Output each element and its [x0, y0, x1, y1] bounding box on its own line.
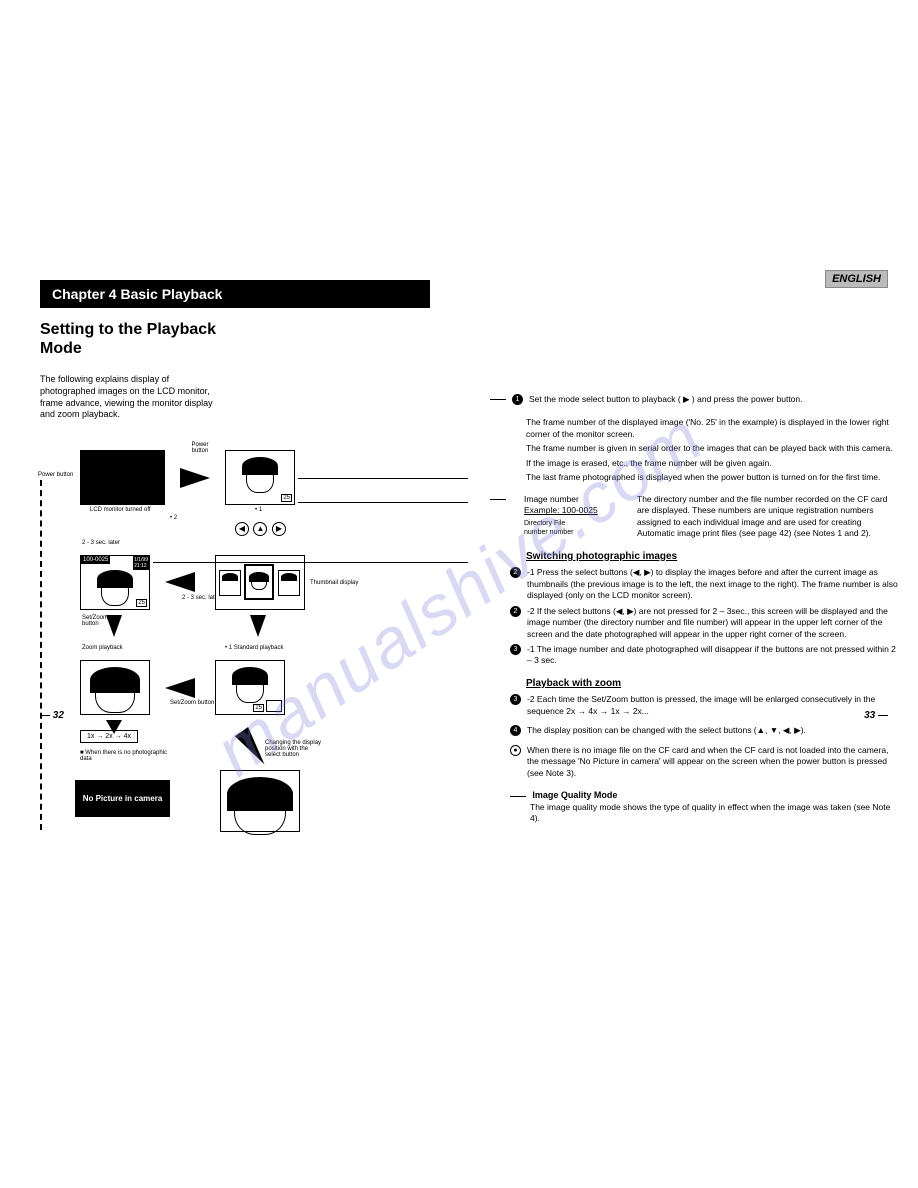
bullet-2-icon: 2 [510, 606, 521, 617]
instructions-column: 1 Set the mode select button to playback… [490, 380, 898, 828]
frame-number: 25 [253, 704, 264, 712]
bullet-2-icon: 2 [510, 567, 521, 578]
nav-buttons: ◀ ▲ ▶ [235, 518, 286, 536]
no-image-note: ● When there is no image file on the CF … [510, 745, 898, 779]
imgnum-dir2: number number [524, 528, 619, 537]
step-2-1-text: -1 Press the select buttons (◀, ▶) to di… [527, 567, 898, 601]
image-number-block: Image number Example: 100-0025 Directory… [490, 494, 898, 540]
step-3-2-text: -2 Each time the Set/Zoom button is pres… [527, 694, 898, 717]
frame-p1: The frame number of the displayed image … [526, 417, 898, 440]
frame-p2: The frame number is given in serial orde… [526, 443, 898, 454]
lcd-off-box [80, 450, 165, 505]
thumbnail-strip [215, 555, 305, 610]
english-badge: ENGLISH [825, 270, 888, 288]
frame-p4: The last frame photographed is displayed… [526, 472, 898, 483]
bullet-1-icon: 1 [512, 394, 523, 405]
frame-info-block: The frame number of the displayed image … [526, 417, 898, 483]
frame-number: 25 [136, 599, 147, 607]
left-nav-icon: ◀ [235, 522, 249, 536]
connector-line [153, 562, 468, 563]
connector-line [298, 502, 468, 503]
changing-label: Changing the display position with the s… [265, 740, 325, 758]
arrow-icon [165, 572, 195, 592]
frame-number: 25 [281, 494, 292, 502]
step-3-1: 3 -1 The image number and date photograp… [510, 644, 898, 667]
arrow-icon [165, 678, 195, 698]
bullet-2-label: • 2 [170, 515, 177, 521]
bullet-3-icon: 3 [510, 694, 521, 705]
img-date-overlay: 1/1/9921:12 [133, 556, 149, 570]
intro-text: The following explains display of photog… [40, 374, 220, 421]
section-title-line2: Mode [40, 340, 82, 357]
page-number-right: 33 — [864, 710, 888, 721]
power-button-label: Power button [38, 472, 73, 478]
face-thumbnail-info: 100-0025 1/1/9921:12 25 [80, 555, 150, 610]
zoom-playback-label: Zoom playback [82, 645, 123, 651]
imgnum-dir: Directory File [524, 519, 619, 528]
zoom-heading: Playback with zoom [526, 677, 898, 691]
bullet-3-icon: 3 [510, 644, 521, 655]
face-zoom-2 [220, 770, 300, 832]
arrow-icon [180, 468, 210, 488]
connector-line [153, 562, 154, 563]
step-1-text: Set the mode select button to playback (… [529, 394, 803, 405]
imgnum-example: Example: 100-0025 [524, 505, 619, 516]
chapter-heading: Chapter 4 Basic Playback [40, 280, 430, 308]
switch-heading: Switching photographic images [526, 550, 898, 564]
step-3-1-text: -1 The image number and date photographe… [527, 644, 898, 667]
step-2-2: 2 -2 If the select buttons (◀, ▶) are no… [510, 606, 898, 640]
no-image-text: When there is no image file on the CF ca… [527, 745, 898, 779]
imgnum-desc: The directory number and the file number… [637, 494, 898, 540]
section-title-line1: Setting to the Playback [40, 321, 216, 338]
arrow-icon [250, 615, 266, 637]
iqm-heading: Image Quality Mode [532, 790, 617, 800]
imgnum-label: Image number [524, 494, 619, 505]
page-content: ENGLISH Chapter 4 Basic Playback Setting… [40, 280, 898, 421]
arrow-icon [106, 720, 122, 734]
bullet-1-label: • 1 [255, 507, 262, 513]
thumbnail-label: Thumbnail display [310, 580, 358, 586]
connector-line [298, 478, 468, 479]
face-thumbnail-1: 25 [225, 450, 295, 505]
step-1: 1 Set the mode select button to playback… [490, 394, 898, 405]
step-2-1: 2 -1 Press the select buttons (◀, ▶) to … [510, 567, 898, 601]
frame-p3: If the image is erased, etc., the frame … [526, 458, 898, 469]
standard-label: • 1 Standard playback [225, 645, 283, 651]
no-data-label: ■ When there is no photographic data [80, 750, 170, 762]
lcd-off-label: LCD monitor turned off [90, 507, 151, 513]
bullet-dot-icon: ● [510, 745, 521, 756]
step-3-2: 3 -2 Each time the Set/Zoom button is pr… [510, 694, 898, 717]
power-button-label2: Power button [185, 442, 215, 454]
flowchart-diagram: Power button LCD monitor turned off Powe… [40, 450, 470, 870]
face-zoom-1 [80, 660, 150, 715]
step-4-text: The display position can be changed with… [527, 725, 806, 736]
up-nav-icon: ▲ [253, 522, 267, 536]
right-nav-icon: ▶ [272, 522, 286, 536]
page-number-left: — 32 [40, 710, 64, 721]
dashed-connector [40, 480, 42, 830]
step-2-2-text: -2 If the select buttons (◀, ▶) are not … [527, 606, 898, 640]
step-4: 4 The display position can be changed wi… [510, 725, 898, 736]
img-num-overlay: 100-0025 [81, 556, 110, 564]
iqm-text: The image quality mode shows the type of… [530, 802, 898, 825]
delay-label-1: 2 - 3 sec. later [82, 540, 120, 546]
arrow-icon [106, 615, 122, 637]
setzoom-label-2: Set/Zoom button [170, 700, 214, 706]
bullet-4-icon: 4 [510, 725, 521, 736]
face-thumbnail-2: 25 [215, 660, 285, 715]
section-title: Setting to the Playback Mode [40, 320, 898, 358]
no-picture-box: No Picture in camera [75, 780, 170, 817]
